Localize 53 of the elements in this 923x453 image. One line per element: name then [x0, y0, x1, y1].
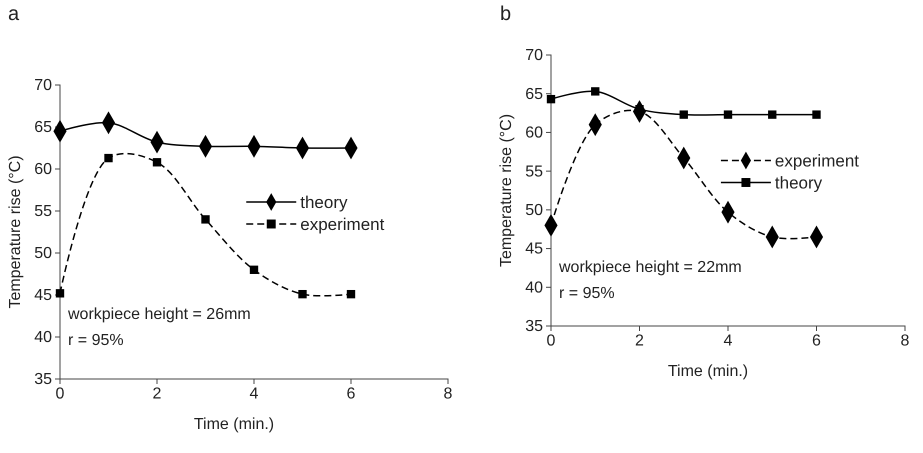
- y-tick-label: 70: [525, 47, 544, 64]
- y-tick-label: 45: [525, 240, 544, 258]
- chart-title: a: [8, 3, 20, 25]
- y-tick-label: 50: [525, 202, 544, 219]
- x-tick-label: 8: [444, 385, 453, 402]
- x-tick-label: 6: [346, 385, 356, 402]
- point: [768, 110, 776, 119]
- x-tick-label: 2: [152, 385, 162, 402]
- point: [104, 154, 113, 162]
- y-tick-label: 55: [34, 203, 52, 220]
- y-tick-label: 55: [525, 163, 544, 180]
- y-tick-label: 35: [34, 371, 52, 388]
- point: [152, 158, 162, 166]
- y-tick-label: 60: [34, 161, 52, 178]
- chart-title: b: [500, 3, 512, 25]
- legend-label: theory: [774, 174, 823, 192]
- y-axis-title: Temperature rise (°C): [7, 155, 24, 309]
- x-axis-title: Time (min.): [194, 416, 274, 433]
- point: [250, 266, 258, 274]
- y-tick-label: 40: [34, 329, 52, 346]
- point: [591, 87, 600, 96]
- point: [56, 289, 64, 298]
- y-tick-label: 60: [525, 124, 544, 142]
- point: [201, 215, 210, 224]
- x-tick-label: 2: [635, 332, 644, 350]
- point: [346, 290, 356, 298]
- annotation: r = 95%: [559, 285, 615, 302]
- y-tick-label: 65: [525, 86, 544, 103]
- x-tick-label: 4: [724, 332, 733, 350]
- point: [724, 110, 732, 119]
- y-tick-label: 40: [525, 279, 544, 296]
- x-tick-label: 6: [812, 332, 822, 350]
- x-tick-label: 4: [250, 385, 259, 402]
- legend-label: theory: [300, 193, 348, 212]
- y-tick-label: 35: [525, 318, 544, 336]
- annotation: workpiece height = 26mm: [67, 306, 251, 323]
- x-tick-label: 8: [900, 332, 910, 350]
- y-tick-label: 50: [34, 245, 52, 262]
- x-tick-label: 0: [56, 385, 65, 402]
- point: [546, 94, 556, 104]
- x-tick-label: 0: [546, 332, 556, 350]
- y-axis-title: Temperature rise (°C): [498, 114, 515, 268]
- point: [812, 110, 821, 119]
- point: [680, 110, 688, 119]
- legend-label: experiment: [300, 215, 385, 234]
- y-tick-label: 65: [34, 119, 52, 136]
- legend-label: experiment: [774, 152, 860, 170]
- annotation: workpiece height = 22mm: [558, 259, 742, 276]
- y-tick-label: 70: [34, 77, 52, 94]
- annotation: r = 95%: [68, 332, 124, 349]
- x-axis-title: Time (min.): [668, 363, 748, 380]
- point: [298, 290, 307, 298]
- y-tick-label: 45: [34, 287, 52, 304]
